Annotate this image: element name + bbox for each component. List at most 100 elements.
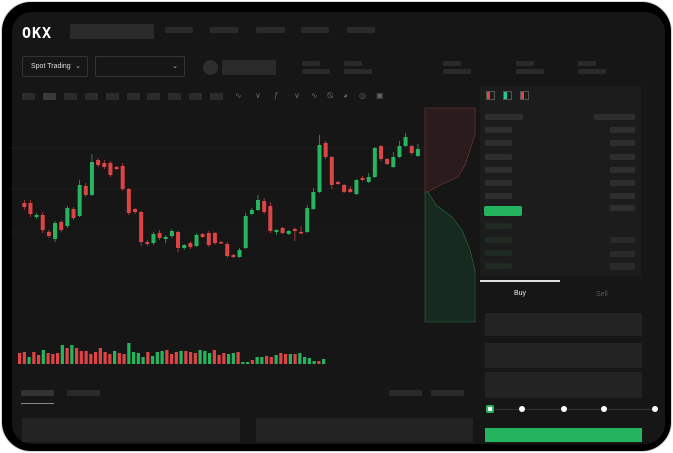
candle[interactable] (53, 223, 58, 239)
fullscreen-icon[interactable]: ▣ (376, 91, 384, 100)
candle[interactable] (262, 201, 267, 212)
candle[interactable] (96, 160, 101, 165)
candle[interactable] (120, 166, 125, 189)
candle[interactable] (354, 180, 359, 194)
candle[interactable] (89, 162, 94, 195)
candle[interactable] (46, 232, 51, 236)
candle[interactable] (188, 243, 193, 247)
candle[interactable] (415, 149, 420, 156)
settings-icon[interactable]: ◎ (359, 91, 366, 100)
filter-button[interactable] (431, 390, 464, 396)
candle[interactable] (329, 157, 334, 185)
candle[interactable] (292, 229, 297, 231)
nav-item[interactable] (256, 27, 285, 33)
fx-icon[interactable]: ƒ (274, 91, 279, 100)
chevron-icon[interactable]: ∨ (294, 91, 300, 100)
candle[interactable] (169, 231, 174, 236)
candle[interactable] (133, 209, 137, 212)
interval-5[interactable] (106, 93, 119, 100)
candle[interactable] (256, 200, 260, 210)
history-tab[interactable] (67, 390, 100, 396)
candle[interactable] (237, 250, 242, 257)
interval-3[interactable] (64, 93, 77, 100)
candle[interactable] (403, 137, 408, 146)
market-dropdown[interactable]: Spot Trading ⌄ (22, 56, 88, 77)
buy-tab[interactable]: Buy (514, 290, 527, 297)
nav-item[interactable] (347, 27, 375, 33)
interval-2[interactable] (43, 93, 56, 100)
candle[interactable] (151, 234, 156, 243)
nav-item[interactable] (210, 27, 238, 33)
candle[interactable] (157, 233, 162, 238)
candle[interactable] (305, 208, 310, 232)
slider-mark-75[interactable] (601, 406, 607, 412)
filter-button[interactable] (389, 390, 422, 396)
line-icon[interactable]: ∿ (235, 91, 242, 100)
interval-6[interactable] (127, 93, 140, 100)
candle[interactable] (391, 157, 396, 167)
slider-handle[interactable] (486, 405, 494, 413)
nav-item[interactable] (165, 27, 193, 33)
candle[interactable] (379, 146, 383, 159)
candle[interactable] (409, 146, 414, 153)
orderbook-both-icon[interactable] (486, 91, 495, 100)
amount-input[interactable] (485, 343, 642, 368)
candle[interactable] (268, 206, 273, 231)
interval-10[interactable] (210, 93, 223, 100)
nav-item[interactable] (301, 27, 329, 33)
candle[interactable] (372, 148, 377, 177)
okx-logo[interactable]: OKX (22, 24, 53, 42)
candle[interactable] (206, 233, 211, 245)
candle[interactable] (176, 232, 181, 248)
buy-button[interactable] (485, 428, 642, 442)
candle[interactable] (28, 203, 33, 214)
price-input[interactable] (485, 313, 642, 336)
slider-mark-25[interactable] (519, 406, 525, 412)
slider-mark-50[interactable] (561, 406, 567, 412)
candle[interactable] (108, 163, 113, 175)
candle[interactable] (323, 143, 328, 157)
candle[interactable] (145, 242, 150, 244)
search-bar[interactable] (70, 24, 154, 39)
candle[interactable] (126, 189, 131, 213)
candle[interactable] (83, 186, 88, 195)
pair-dropdown[interactable]: ⌄ (95, 56, 185, 77)
candle[interactable] (225, 244, 230, 256)
candle[interactable] (22, 203, 27, 207)
candle[interactable] (71, 209, 76, 218)
candle[interactable] (360, 178, 365, 180)
candle[interactable] (114, 167, 119, 169)
candle[interactable] (231, 255, 236, 257)
orderbook-asks-icon[interactable] (520, 91, 529, 100)
candle[interactable] (397, 146, 402, 157)
candle[interactable] (34, 215, 39, 217)
candle[interactable] (299, 232, 304, 234)
candle[interactable] (243, 216, 248, 248)
leverage-slider-track[interactable] (489, 409, 655, 410)
candle[interactable] (200, 234, 205, 237)
interval-1[interactable] (22, 93, 35, 100)
candle[interactable] (219, 242, 224, 244)
candle[interactable] (311, 192, 316, 209)
candle[interactable] (342, 185, 347, 192)
candle[interactable] (182, 245, 187, 248)
wave-icon[interactable]: ∿ (311, 91, 318, 100)
candle[interactable] (163, 237, 168, 239)
candle[interactable] (212, 233, 217, 243)
candle[interactable] (366, 177, 371, 182)
candle[interactable] (286, 231, 291, 234)
candle[interactable] (249, 210, 254, 214)
interval-8[interactable] (168, 93, 181, 100)
slider-mark-100[interactable] (652, 406, 658, 412)
indicator-icon[interactable]: ∨ (255, 91, 261, 100)
orderbook-bids-icon[interactable] (503, 91, 512, 100)
interval-9[interactable] (189, 93, 202, 100)
candle[interactable] (40, 215, 45, 230)
candle[interactable] (317, 145, 322, 192)
candle[interactable] (59, 222, 64, 230)
candle[interactable] (102, 163, 107, 167)
candle[interactable] (280, 228, 285, 233)
candle[interactable] (385, 159, 390, 164)
candle[interactable] (194, 235, 199, 246)
